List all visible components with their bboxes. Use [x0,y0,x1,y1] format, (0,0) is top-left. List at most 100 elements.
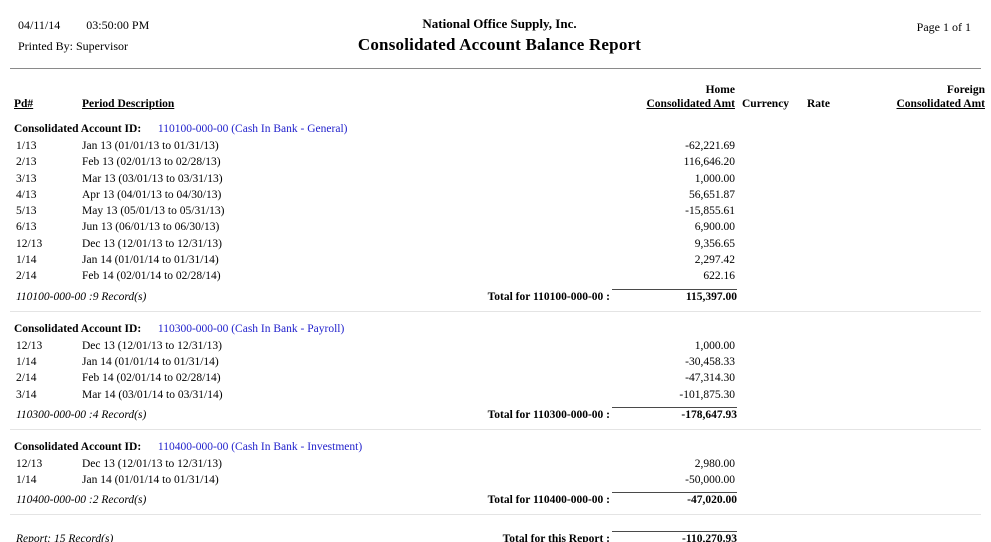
print-info: 04/11/14 03:50:00 PM Printed By: Supervis… [18,18,175,54]
header-rule [10,68,981,69]
period-row: 5/13 May 13 (05/01/13 to 05/31/13) -15,8… [14,203,985,219]
period-row: 4/13 Apr 13 (04/01/13 to 04/30/13) 56,65… [14,187,985,203]
account-link[interactable]: 110400-000-00 (Cash In Bank - Investment… [157,440,363,453]
report-title: Consolidated Account Balance Report [357,35,642,54]
account-id-label: Consolidated Account ID: [14,123,142,135]
desc-cell: Feb 14 (02/01/14 to 02/28/14) [82,372,221,385]
pd-cell: 6/13 [16,221,37,234]
section-separator [10,428,981,430]
pd-cell: 1/13 [16,140,37,152]
period-row: 1/14 Jan 14 (01/01/14 to 01/31/14) 2,297… [14,252,985,268]
account-section: Consolidated Account ID: 110400-000-00 (… [10,439,985,516]
records-label: 110100-000-00 :9 Record(s) [16,290,147,303]
company-name: National Office Supply, Inc. [422,16,577,31]
period-row: 1/13 Jan 13 (01/01/13 to 01/31/13) -62,2… [14,138,985,154]
amt-cell: 2,980.00 [694,457,735,470]
section-separator [10,310,981,312]
period-row: 12/13 Dec 13 (12/01/13 to 12/31/13) 1,00… [14,338,985,354]
account-link[interactable]: 110300-000-00 (Cash In Bank - Payroll) [157,322,345,335]
period-row: 2/14 Feb 14 (02/01/14 to 02/28/14) -47,3… [14,370,985,386]
account-link[interactable]: 110100-000-00 (Cash In Bank - General) [157,123,348,135]
col-home-consolidated-amt: Consolidated Amt [646,98,736,110]
section-header: Consolidated Account ID: 110100-000-00 (… [14,121,985,138]
pd-cell: 12/13 [16,339,43,352]
pd-cell: 3/13 [16,172,37,185]
period-row: 1/14 Jan 14 (01/01/14 to 01/31/14) -50,0… [14,472,985,488]
section-header: Consolidated Account ID: 110400-000-00 (… [14,439,985,456]
pd-cell: 2/14 [16,372,37,385]
col-home: Home [705,84,735,96]
pd-cell: 12/13 [16,457,43,470]
report-records-label: Report: 15 Record(s) [16,533,114,542]
period-row: 3/14 Mar 14 (03/01/14 to 03/31/14) -101,… [14,387,985,403]
period-row: 2/14 Feb 14 (02/01/14 to 02/28/14) 622.1… [14,268,985,284]
print-time: 03:50:00 PM [86,18,150,32]
period-row: 12/13 Dec 13 (12/01/13 to 12/31/13) 9,35… [14,236,985,252]
total-amount: 115,397.00 [612,288,737,303]
total-label: Total for 110100-000-00 : [487,290,610,303]
pd-cell: 1/14 [16,474,37,487]
pd-cell: 5/13 [16,205,37,218]
records-label: 110400-000-00 :2 Record(s) [16,494,147,507]
desc-cell: Jan 14 (01/01/14 to 01/31/14) [82,474,219,487]
title-block: National Office Supply, Inc. Consolidate… [14,16,985,55]
section-rows: 12/13 Dec 13 (12/01/13 to 12/31/13) 2,98… [14,456,985,489]
amt-cell: -30,458.33 [685,355,735,368]
total-label: Total for 110300-000-00 : [487,408,610,421]
amt-cell: -50,000.00 [685,474,735,487]
desc-cell: Mar 13 (03/01/13 to 03/31/13) [82,172,223,185]
amt-cell: 6,900.00 [694,221,735,234]
desc-cell: Jan 13 (01/01/13 to 01/31/13) [82,140,219,152]
column-headers: Home Foreign Pd# Period Description Cons… [14,83,985,112]
amt-cell: 56,651.87 [689,188,735,201]
section-header: Consolidated Account ID: 110300-000-00 (… [14,321,985,338]
account-section: Consolidated Account ID: 110100-000-00 (… [10,121,985,312]
desc-cell: Jan 14 (01/01/14 to 01/31/14) [82,254,219,267]
page-header: 04/11/14 03:50:00 PM Printed By: Supervis… [14,14,985,66]
pd-cell: 1/14 [16,355,37,368]
records-label: 110300-000-00 :4 Record(s) [16,408,147,421]
period-row: 3/13 Mar 13 (03/01/13 to 03/31/13) 1,000… [14,171,985,187]
desc-cell: Feb 13 (02/01/13 to 02/28/13) [82,156,221,169]
desc-cell: Dec 13 (12/01/13 to 12/31/13) [82,237,222,250]
desc-cell: May 13 (05/01/13 to 05/31/13) [82,205,225,218]
amt-cell: 9,356.65 [694,237,735,250]
amt-cell: -15,855.61 [685,205,735,218]
printed-by: Printed By: Supervisor [18,39,128,53]
desc-cell: Mar 14 (03/01/14 to 03/31/14) [82,388,223,401]
account-section: Consolidated Account ID: 110300-000-00 (… [10,321,985,430]
pd-cell: 2/14 [16,270,37,283]
account-id-label: Consolidated Account ID: [14,440,142,453]
amt-cell: 1,000.00 [694,172,735,185]
pd-cell: 1/14 [16,254,37,267]
section-total-row: 110100-000-00 :9 Record(s) Total for 110… [14,288,985,303]
section-total-row: 110400-000-00 :2 Record(s) Total for 110… [14,492,985,506]
col-rate: Rate [807,98,830,110]
desc-cell: Jun 13 (06/01/13 to 06/30/13) [82,221,220,234]
amt-cell: 1,000.00 [694,339,735,352]
section-rows: 1/13 Jan 13 (01/01/13 to 01/31/13) -62,2… [14,138,985,285]
report-total-amount: -110,270.93 [612,531,737,542]
amt-cell: 2,297.42 [694,254,735,267]
amt-cell: -101,875.30 [679,388,735,401]
report-sections: Consolidated Account ID: 110100-000-00 (… [10,121,985,516]
section-total-row: 110300-000-00 :4 Record(s) Total for 110… [14,406,985,421]
period-row: 2/13 Feb 13 (02/01/13 to 02/28/13) 116,6… [14,154,985,170]
amt-cell: -47,314.30 [685,372,735,385]
col-pd: Pd# [14,98,34,110]
amt-cell: 116,646.20 [683,156,735,169]
section-rows: 12/13 Dec 13 (12/01/13 to 12/31/13) 1,00… [14,338,985,403]
page-number: Page 1 of 1 [916,20,971,34]
report-footer: Report: 15 Record(s) Total for this Repo… [14,531,985,542]
period-row: 1/14 Jan 14 (01/01/14 to 01/31/14) -30,4… [14,354,985,370]
period-row: 6/13 Jun 13 (06/01/13 to 06/30/13) 6,900… [14,219,985,235]
total-amount: -47,020.00 [612,492,737,506]
period-row: 12/13 Dec 13 (12/01/13 to 12/31/13) 2,98… [14,456,985,472]
desc-cell: Dec 13 (12/01/13 to 12/31/13) [82,457,222,470]
total-label: Total for 110400-000-00 : [487,494,610,507]
account-id-label: Consolidated Account ID: [14,322,142,335]
section-separator [10,514,981,516]
pd-cell: 4/13 [16,188,37,201]
pd-cell: 12/13 [16,237,43,250]
